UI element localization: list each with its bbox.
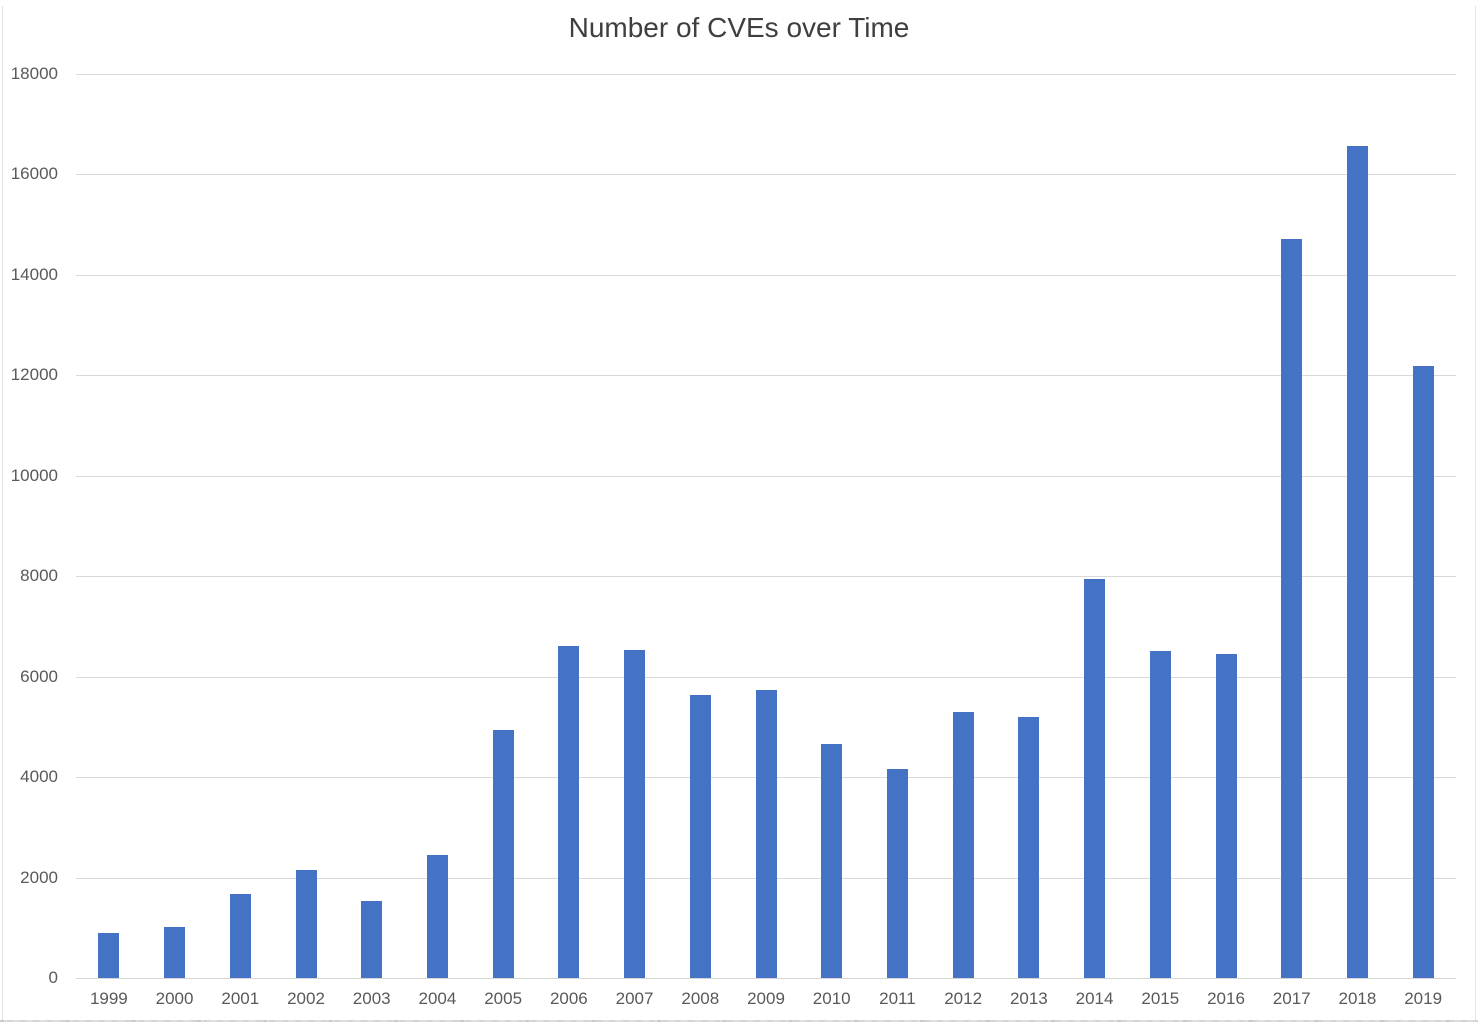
y-axis-label-8000: 8000 bbox=[20, 566, 58, 585]
bar-2010 bbox=[821, 744, 843, 978]
gridline-14000 bbox=[76, 274, 1456, 276]
bar-2003 bbox=[361, 901, 383, 978]
x-axis-label-2002: 2002 bbox=[287, 989, 325, 1008]
x-axis-label-2010: 2010 bbox=[812, 989, 851, 1008]
x-axis-label-2018: 2018 bbox=[1338, 989, 1377, 1008]
y-axis-label-18000: 18000 bbox=[10, 63, 58, 83]
bar-1999 bbox=[98, 933, 120, 978]
x-axis-label-2005: 2005 bbox=[484, 989, 523, 1008]
x-axis-line bbox=[76, 978, 1456, 979]
gridline-12000 bbox=[76, 375, 1456, 376]
x-axis-label-2013: 2013 bbox=[1009, 989, 1048, 1008]
bar-2019 bbox=[1412, 366, 1434, 978]
x-axis-label-2015: 2015 bbox=[1141, 989, 1180, 1008]
y-axis-label-6000: 6000 bbox=[20, 666, 58, 686]
bar-2014 bbox=[1084, 579, 1106, 978]
x-axis-label-2011: 2011 bbox=[879, 989, 916, 1008]
y-axis-label-12000: 12000 bbox=[10, 365, 58, 384]
bar-2002 bbox=[295, 869, 317, 978]
bar-2011 bbox=[886, 769, 908, 978]
worksheet-bottom-gridline bbox=[0, 1020, 1478, 1022]
bar-2000 bbox=[164, 926, 186, 978]
x-axis-label-2012: 2012 bbox=[944, 989, 983, 1008]
y-axis-label-10000: 10000 bbox=[10, 465, 58, 485]
y-axis-tick-labels: 18000 16000 14000 12000 10000 8000 6000 4000 200… bbox=[0, 64, 58, 988]
bar-2012 bbox=[952, 711, 974, 978]
x-axis-label-2001: 2001 bbox=[221, 989, 260, 1008]
chart-title: Number of CVEs over Time bbox=[568, 12, 910, 43]
gridline-18000 bbox=[76, 73, 1456, 75]
bar-2006 bbox=[558, 645, 580, 978]
y-axis-label-16000: 16000 bbox=[10, 164, 58, 183]
y-axis-label-4000: 4000 bbox=[20, 767, 58, 786]
x-axis-label-2017: 2017 bbox=[1272, 989, 1311, 1008]
gridline-6000 bbox=[76, 676, 1456, 678]
gridline-8000 bbox=[76, 576, 1456, 577]
y-axis-label-14000: 14000 bbox=[10, 264, 58, 284]
bar-2017 bbox=[1281, 238, 1303, 978]
bar-2016 bbox=[1215, 654, 1237, 978]
bar-2008 bbox=[689, 695, 711, 978]
x-axis-label-2003: 2003 bbox=[352, 989, 391, 1008]
x-axis-tick-labels: 1999 2000 2001 2002 2003 2004 2005 2006 2007 2008… bbox=[76, 987, 1456, 1011]
y-axis-label-0: 0 bbox=[48, 968, 58, 987]
x-axis-label-2008: 2008 bbox=[681, 989, 720, 1008]
chart-frame-left-border bbox=[2, 6, 3, 1022]
x-axis-label-2019: 2019 bbox=[1404, 989, 1443, 1008]
y-axis-label-2000: 2000 bbox=[20, 867, 58, 887]
bar-2013 bbox=[1018, 717, 1040, 978]
x-axis-label-2016: 2016 bbox=[1207, 989, 1245, 1008]
x-axis-label-2007: 2007 bbox=[615, 989, 654, 1008]
plot-area bbox=[76, 73, 1456, 979]
gridline-10000 bbox=[76, 475, 1456, 477]
x-axis-label-2000: 2000 bbox=[155, 989, 194, 1008]
bar-2005 bbox=[492, 730, 514, 978]
bar-2001 bbox=[229, 893, 251, 978]
bar-2015 bbox=[1149, 651, 1171, 978]
x-axis-label-2004: 2004 bbox=[418, 989, 457, 1008]
x-axis-label-2009: 2009 bbox=[747, 989, 785, 1008]
chart-frame-right-border bbox=[1475, 6, 1476, 1022]
x-axis-label-2006: 2006 bbox=[549, 989, 588, 1008]
bar-2018 bbox=[1346, 146, 1368, 978]
bar-2009 bbox=[755, 689, 777, 978]
bar-2007 bbox=[624, 650, 646, 978]
bar-2004 bbox=[426, 854, 448, 978]
x-axis-label-1999: 1999 bbox=[89, 989, 128, 1008]
x-axis-label-2014: 2014 bbox=[1075, 989, 1114, 1008]
gridline-16000 bbox=[76, 174, 1456, 175]
